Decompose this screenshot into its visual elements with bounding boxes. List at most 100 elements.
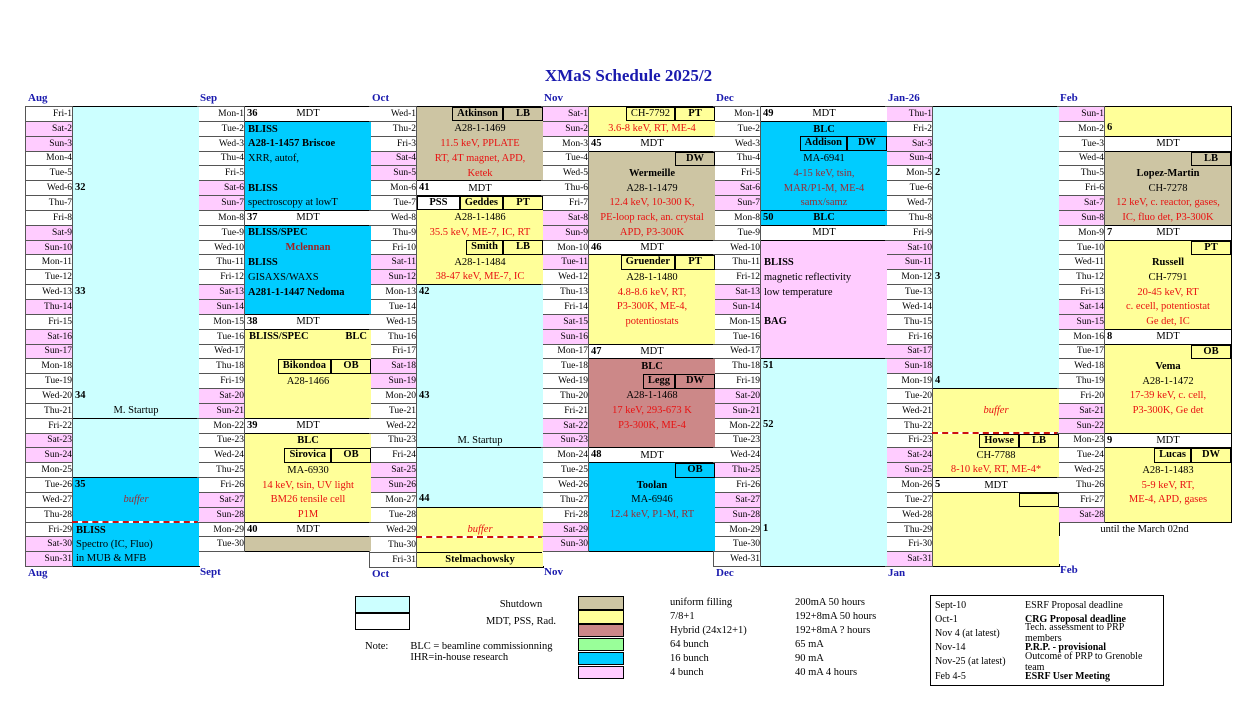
day-label: Tue-3 xyxy=(1057,135,1105,152)
day-row: Tue-23 xyxy=(713,432,888,449)
day-cell xyxy=(416,314,544,330)
deadline-date: Nov-14 xyxy=(935,642,966,654)
day-label: Thu-5 xyxy=(1057,165,1105,182)
day-label: Mon-20 xyxy=(369,388,417,404)
fill-mode-label: Hybrid (24x12+1) xyxy=(670,625,747,637)
cell-text: A28-1-1472 xyxy=(1142,375,1194,387)
day-cell xyxy=(932,180,1060,196)
day-cell xyxy=(760,299,888,315)
day-label: Tue-23 xyxy=(713,432,761,449)
day-label: Fri-29 xyxy=(25,521,73,538)
day-cell: APD, P3-300K xyxy=(588,225,716,241)
day-row: Fri-22 xyxy=(25,417,200,434)
cell-text: Russell xyxy=(1151,256,1185,268)
pad-cell xyxy=(1057,550,1105,565)
pad-cell xyxy=(197,551,245,567)
day-label: Thu-15 xyxy=(885,313,933,330)
day-row: Mon-8 50 BLC xyxy=(713,209,888,226)
day-cell xyxy=(72,329,200,344)
run-header: Gruender PT xyxy=(590,255,715,270)
day-cell: P1M xyxy=(244,507,372,523)
day-label: Wed-12 xyxy=(541,269,589,286)
day-row: Sat-8 PE-loop rack, an. crystal xyxy=(541,209,716,226)
day-label: Tue-28 xyxy=(369,506,417,523)
run-badge: OB xyxy=(1191,344,1231,359)
day-row: Fri-23 Howse LB xyxy=(885,432,1060,449)
day-cell: 4 xyxy=(932,373,1060,389)
day-cell: A28-1-1479 xyxy=(588,180,716,196)
month-title: Sep xyxy=(200,92,218,104)
day-cell: CH-7792 PT xyxy=(588,106,716,122)
cell-text: CH-7788 xyxy=(976,449,1016,461)
day-label: Mon-2 xyxy=(1057,120,1105,137)
day-cell xyxy=(932,284,1060,300)
day-label: Fri-13 xyxy=(1057,284,1105,300)
day-row: Wed-3 A28-1-1457 Briscoe xyxy=(197,135,372,152)
day-row: Thu-26 5-9 keV, RT, xyxy=(1057,477,1232,493)
week-number: 32 xyxy=(75,181,86,193)
day-row: Sun-26 xyxy=(369,477,544,493)
cell-text: BLC xyxy=(641,361,663,373)
day-label: Thu-29 xyxy=(885,521,933,538)
day-cell: MA-6930 xyxy=(244,462,372,478)
day-row: Sat-16 xyxy=(25,328,200,345)
day-cell xyxy=(72,344,200,359)
pad-cell xyxy=(588,551,716,567)
deadline-row: Oct-1 CRG Proposal deadline xyxy=(931,612,1163,626)
month-title: Dec xyxy=(716,92,734,104)
run-name: Sirovica xyxy=(284,447,331,463)
day-cell: OB xyxy=(1104,343,1232,359)
cell-text: A28-1-1484 xyxy=(454,256,506,268)
week-number: 34 xyxy=(75,389,86,401)
day-label: Thu-26 xyxy=(1057,477,1105,493)
day-label: Mon-15 xyxy=(713,313,761,330)
day-label: Mon-3 xyxy=(541,135,589,152)
day-row: Wed-29 buffer xyxy=(369,521,544,538)
day-label: Fri-5 xyxy=(197,165,245,182)
day-cell: 12.4 keV, 10-300 K, xyxy=(588,195,716,211)
day-cell: BLC xyxy=(244,432,372,448)
day-row: Fri-8 xyxy=(25,209,200,226)
day-row: Sat-27 BM26 tensile cell xyxy=(197,491,372,508)
legend-swatch xyxy=(355,596,410,613)
cell-text: 4.8-8.6 keV, RT, xyxy=(617,286,687,298)
day-cell: samx/samz xyxy=(760,195,888,211)
day-label: Mon-1 xyxy=(197,106,245,122)
day-cell: BLISS/SPEC xyxy=(244,224,372,241)
run-header xyxy=(934,493,1059,508)
day-row: Mon-10 46 MDT xyxy=(541,239,716,256)
legend-fill-row: Hybrid (24x12+1) 192+8mA ? hours xyxy=(578,623,945,638)
run-name: Addison xyxy=(799,136,847,152)
run-badge: PT xyxy=(675,255,715,270)
day-cell: BLISS xyxy=(244,180,372,196)
day-label: Fri-5 xyxy=(713,165,761,182)
day-label: Wed-28 xyxy=(885,506,933,523)
day-label: Sun-2 xyxy=(541,120,589,137)
day-cell xyxy=(932,522,1060,537)
day-cell xyxy=(760,388,888,404)
day-label: Sat-27 xyxy=(197,491,245,508)
week-number: 39 xyxy=(247,419,258,431)
day-row: Sat-21 P3-300K, Ge det xyxy=(1057,402,1232,419)
day-cell xyxy=(932,358,1060,374)
day-label: Mon-8 xyxy=(197,209,245,226)
day-row: Thu-15 xyxy=(885,313,1060,330)
day-label: Fri-6 xyxy=(1057,180,1105,197)
day-row: Sun-21 xyxy=(197,402,372,419)
day-row: Thu-28 xyxy=(25,506,200,524)
month-footer: Dec xyxy=(716,567,734,580)
day-label: Wed-3 xyxy=(197,135,245,152)
day-row: Sun-2 3.6-8 keV, RT, ME-4 xyxy=(541,120,716,137)
day-cell xyxy=(1104,106,1232,122)
day-cell xyxy=(932,388,1060,404)
day-label: Sat-11 xyxy=(369,254,417,271)
day-label: Mon-1 xyxy=(713,106,761,122)
run-badge: LB xyxy=(503,240,543,255)
cell-text: A28-1-1480 xyxy=(626,271,678,283)
day-label: Tue-10 xyxy=(1057,239,1105,256)
run-badge: PT xyxy=(675,107,715,122)
day-row: Sat-25 xyxy=(369,462,544,479)
day-label: Mon-13 xyxy=(369,284,417,300)
day-row: Fri-16 xyxy=(885,328,1060,345)
day-cell: LB xyxy=(1104,150,1232,166)
